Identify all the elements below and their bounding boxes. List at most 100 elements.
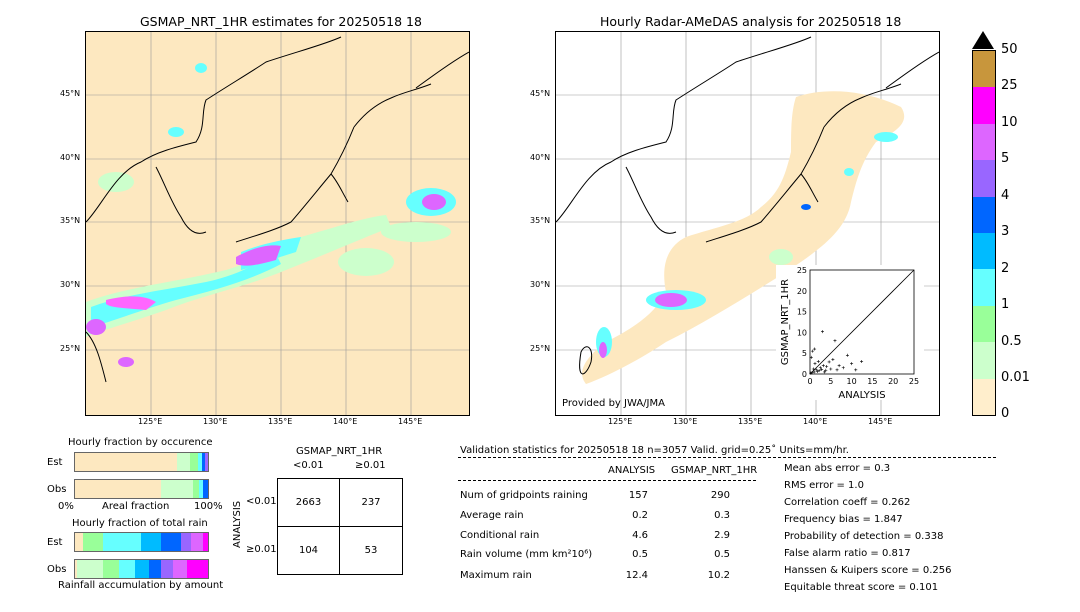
scatter-point (818, 366, 822, 370)
data-credit: Provided by JWA/JMA (562, 398, 665, 409)
contingency-cell: 53 (364, 545, 378, 556)
validation-col-header: GSMAP_NRT_1HR (671, 465, 758, 476)
row-label: Obs (47, 564, 67, 575)
total-rain-footer: Rainfall accumulation by amount (58, 580, 224, 591)
lon-tick: 125°E (608, 417, 633, 426)
scatter-point (815, 370, 819, 374)
lon-tick: 140°E (333, 417, 358, 426)
left-map (85, 31, 470, 416)
scatter-point (813, 362, 817, 366)
stat-value: 2.9 (714, 530, 730, 541)
scatter-point (860, 360, 864, 364)
axis-label: 0% (58, 501, 74, 512)
colorbar-label: 3 (1001, 224, 1010, 239)
left-rain-areas (86, 63, 456, 367)
stat-label: Average rain (460, 510, 524, 521)
scatter-point (845, 353, 849, 357)
stat-label: Rain volume (mm km²10⁶) (460, 549, 593, 560)
scatter-point (854, 368, 858, 372)
stat-value: 0.2 (632, 510, 648, 521)
scatter-point (813, 347, 817, 351)
right-radar-coverage (582, 91, 905, 384)
colorbar-segment (973, 378, 995, 415)
lat-tick: 45°N (60, 89, 81, 98)
scatter-point (809, 371, 813, 375)
scatter-plot: 0 5 10 15 20 25 0 5 10 15 20 25 ANALYSIS GSMAP_NRT_1H… (780, 266, 919, 401)
contingency-cell: 104 (298, 545, 319, 556)
scatter-point (820, 367, 824, 371)
scatter-y-tick: 25 (797, 266, 807, 275)
total-rain-title: Hourly fraction of total rain (72, 518, 208, 529)
lat-tick: 40°N (530, 153, 551, 162)
contingency-row-label: ≥0.01 (246, 544, 277, 555)
contingency-cell: 237 (361, 497, 381, 508)
scatter-diagonal (809, 269, 915, 375)
scatter-point (823, 370, 827, 374)
score-text: Hanssen & Kuipers score = 0.256 (784, 565, 952, 576)
occurrence-obs-bar (74, 479, 209, 499)
scatter-y-tick: 20 (797, 287, 807, 296)
lon-tick: 135°E (738, 417, 763, 426)
stat-label: Conditional rain (460, 530, 540, 541)
row-label: Obs (47, 484, 67, 495)
score-text: RMS error = 1.0 (784, 480, 864, 491)
scatter-x-tick: 15 (867, 377, 877, 386)
colorbar-label: 50 (1001, 42, 1018, 57)
right-coastlines (556, 36, 939, 375)
score-text: Frequency bias = 1.847 (784, 514, 903, 525)
right-map-svg (556, 32, 939, 415)
left-map-title: GSMAP_NRT_1HR estimates for 20250518 18 (140, 14, 422, 29)
scatter-point (833, 339, 837, 343)
stat-value: 4.6 (632, 530, 648, 541)
scatter-point (827, 360, 831, 364)
lat-tick: 35°N (60, 216, 81, 225)
scatter-point (816, 360, 820, 364)
scatter-point (824, 368, 828, 372)
scatter-point (841, 366, 845, 370)
scatter-point (837, 364, 841, 368)
scatter-frame (809, 269, 915, 375)
colorbar-label: 5 (1001, 151, 1010, 166)
divider (458, 480, 756, 481)
scatter-point (850, 362, 854, 366)
contingency-table: 2663 237 104 53 (277, 478, 403, 575)
occurrence-title: Hourly fraction by occurence (68, 437, 213, 448)
lon-tick: 135°E (268, 417, 293, 426)
colorbar-label: 0.01 (1001, 370, 1030, 385)
scatter-point (809, 355, 813, 359)
scatter-y-tick: 15 (797, 308, 807, 317)
left-map-svg (86, 32, 469, 415)
lon-tick: 130°E (673, 417, 698, 426)
colorbar-segment (973, 123, 995, 161)
contingency-col-title: GSMAP_NRT_1HR (296, 446, 383, 457)
scatter-point (831, 357, 835, 361)
scatter-x-tick: 20 (888, 377, 898, 386)
scatter-point (812, 370, 816, 374)
colorbar-label: 0.5 (1001, 334, 1022, 349)
lat-tick: 30°N (60, 280, 81, 289)
colorbar-segment (973, 87, 995, 124)
score-text: Equitable threat score = 0.101 (784, 582, 939, 593)
contingency-row-label: <0.01 (246, 496, 277, 507)
axis-label: 100% (194, 501, 223, 512)
colorbar-segment (973, 51, 995, 88)
contingency-col-label: <0.01 (293, 460, 324, 471)
lat-tick: 30°N (530, 280, 551, 289)
contingency-row-title: ANALYSIS (232, 500, 243, 548)
divider (458, 457, 996, 458)
scatter-inset: 0 5 10 15 20 25 0 5 10 15 20 25 ANALYSIS GSMAP_NRT_1H… (776, 265, 924, 401)
scatter-y-tick: 0 (802, 370, 807, 379)
contingency-col-label: ≥0.01 (355, 460, 386, 471)
colorbar-extend-arrow (972, 31, 994, 49)
lon-tick: 130°E (203, 417, 228, 426)
colorbar-label: 1 (1001, 297, 1010, 312)
scatter-y-tick: 10 (797, 328, 807, 337)
colorbar (972, 50, 996, 416)
scatter-point (829, 367, 833, 371)
stat-label: Num of gridpoints raining (460, 490, 588, 501)
lat-tick: 35°N (530, 216, 551, 225)
scatter-x-label: ANALYSIS (838, 390, 885, 400)
stat-value: 157 (628, 490, 648, 501)
colorbar-segment (973, 196, 995, 233)
score-text: Mean abs error = 0.3 (784, 463, 891, 474)
